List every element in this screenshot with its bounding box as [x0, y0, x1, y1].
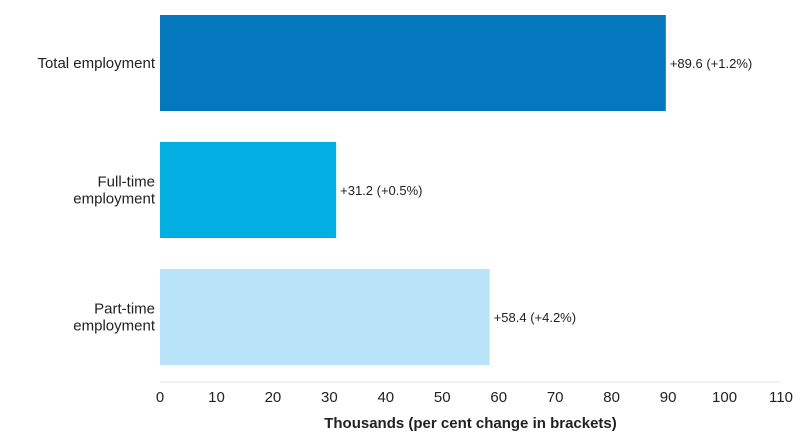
- x-tick-label-7: 70: [547, 389, 564, 406]
- x-axis-title: Thousands (per cent change in brackets): [324, 415, 617, 432]
- x-tick-label-6: 60: [490, 389, 507, 406]
- bar-2: [160, 269, 490, 365]
- x-tick-label-8: 80: [603, 389, 620, 406]
- data-label-0: +89.6 (+1.2%): [670, 56, 752, 71]
- x-tick-label-10: 100: [712, 389, 737, 406]
- category-label-2: Part-time employment: [73, 301, 156, 335]
- x-tick-label-5: 50: [434, 389, 451, 406]
- x-tick-label-4: 40: [377, 389, 394, 406]
- x-tick-label-3: 30: [321, 389, 338, 406]
- data-label-2: +58.4 (+4.2%): [494, 310, 576, 325]
- bar-0: [160, 15, 666, 111]
- category-label-0: Total employment: [37, 55, 155, 72]
- x-tick-label-11: 110: [769, 389, 793, 406]
- x-tick-label-9: 90: [660, 389, 677, 406]
- x-tick-label-2: 20: [265, 389, 282, 406]
- x-tick-label-1: 10: [208, 389, 225, 406]
- x-tick-label-0: 0: [156, 389, 164, 406]
- category-label-1: Full-time employment: [73, 174, 156, 208]
- data-label-1: +31.2 (+0.5%): [340, 183, 422, 198]
- bar-1: [160, 142, 337, 238]
